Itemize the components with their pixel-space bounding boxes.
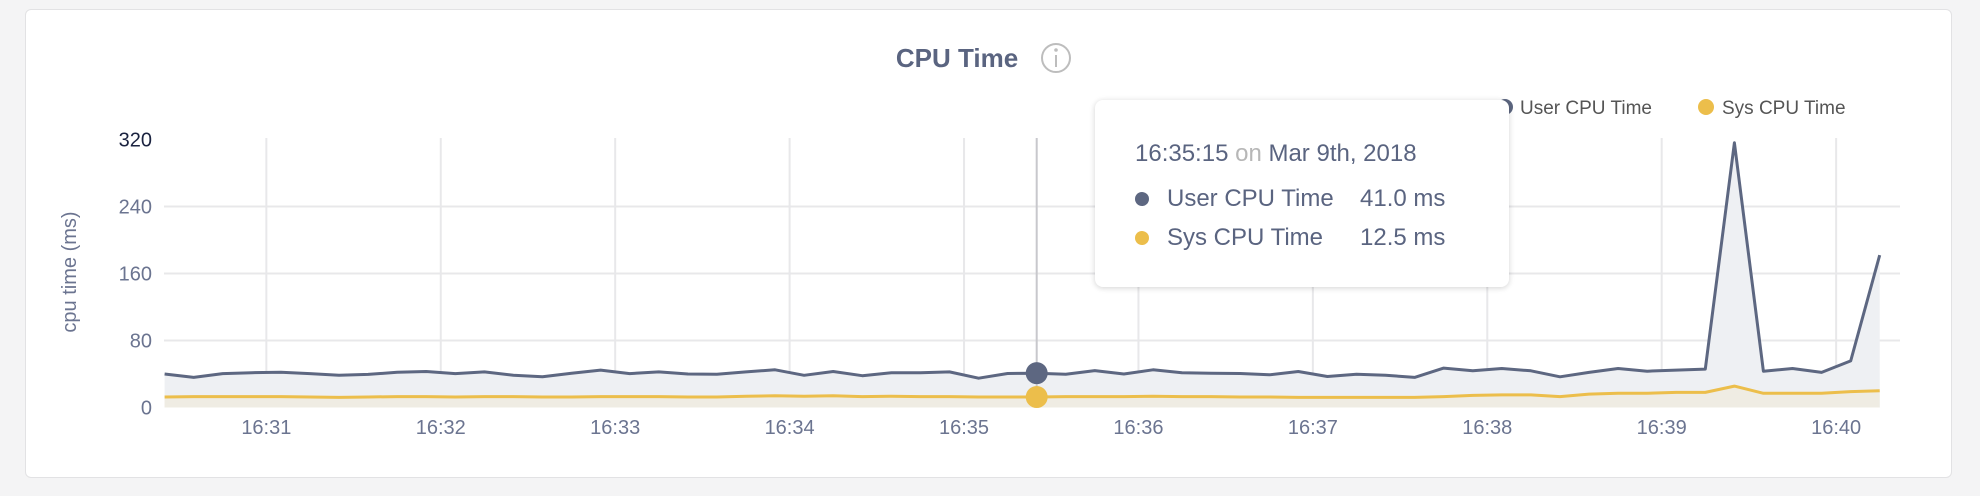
- y-tick-label: 160: [119, 264, 152, 286]
- tooltip-label: User CPU Time: [1167, 185, 1334, 212]
- legend-item-sys[interactable]: Sys CPU Time: [1698, 98, 1846, 119]
- tooltip-label: Sys CPU Time: [1167, 224, 1324, 251]
- x-tick-label: 16:34: [765, 417, 815, 439]
- y-axis-ticks: 0 80 160 240 320: [119, 130, 152, 420]
- x-tick-label: 16:31: [241, 417, 291, 439]
- hover-marker: [1025, 138, 1048, 409]
- x-tick-label: 16:39: [1637, 417, 1687, 439]
- legend-item-user[interactable]: User CPU Time: [1497, 98, 1652, 119]
- line-user: [164, 141, 1882, 380]
- tooltip-value: 12.5 ms: [1360, 224, 1446, 251]
- x-tick-label: 16:37: [1288, 417, 1338, 439]
- legend-sys-marker: [1698, 99, 1714, 115]
- x-tick-label: 16:36: [1113, 417, 1163, 439]
- x-tick-label: 16:33: [590, 417, 640, 439]
- tooltip-on: on: [1235, 140, 1262, 167]
- hover-point-user: [1025, 362, 1048, 385]
- tooltip-datetime: 16:35:15 on Mar 9th, 2018: [1135, 140, 1417, 168]
- tooltip-time: 16:35:15: [1135, 140, 1229, 167]
- areas: [164, 142, 1880, 408]
- chart-title: CPU Time: [896, 43, 1018, 73]
- area-sys: [164, 386, 1880, 408]
- line-sys: [164, 384, 1880, 399]
- x-tick-label: 16:40: [1811, 417, 1861, 439]
- lines: [164, 141, 1882, 399]
- tooltip-date: Mar 9th, 2018: [1268, 140, 1417, 167]
- legend-sys-label: Sys CPU Time: [1722, 98, 1846, 119]
- y-tick-label: 0: [141, 398, 152, 420]
- tooltip: 16:35:15 on Mar 9th, 2018 User CPU Time …: [1095, 100, 1509, 287]
- y-tick-label: 320: [119, 130, 152, 152]
- area-user: [164, 142, 1880, 408]
- info-icon[interactable]: [1041, 43, 1071, 73]
- legend: User CPU Time Sys CPU Time: [1497, 98, 1846, 119]
- legend-user-label: User CPU Time: [1520, 98, 1652, 119]
- tooltip-value: 41.0 ms: [1360, 185, 1446, 212]
- x-tick-label: 16:32: [416, 417, 466, 439]
- x-axis-ticks: 16:31 16:32 16:33 16:34 16:35 16:36 16:37 16:38…: [241, 417, 1861, 439]
- y-tick-label: 240: [119, 197, 152, 219]
- y-axis-label: cpu time (ms): [59, 211, 81, 332]
- x-tick-label: 16:38: [1462, 417, 1512, 439]
- hover-point-sys: [1025, 386, 1048, 409]
- x-tick-label: 16:35: [939, 417, 989, 439]
- sys-dot-icon: [1135, 231, 1149, 245]
- grid: [164, 138, 1900, 408]
- y-tick-label: 80: [130, 331, 152, 353]
- user-dot-icon: [1135, 192, 1149, 206]
